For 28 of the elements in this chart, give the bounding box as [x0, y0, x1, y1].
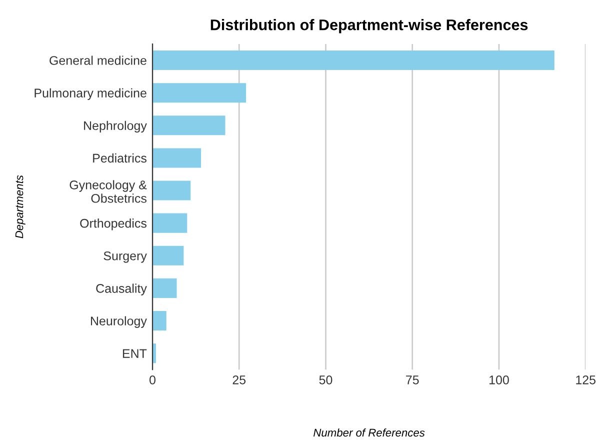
bar [152, 213, 188, 233]
x-tick-label: 0 [150, 375, 156, 384]
y-tick-label: Gynecology & Obstetrics [70, 180, 147, 203]
y-tick-label: Nephrology [84, 120, 147, 133]
y-axis-title: Departments [15, 175, 26, 238]
bar [152, 278, 177, 298]
bar [152, 148, 202, 168]
y-tick-label: Surgery [104, 251, 147, 263]
x-tick-label: 125 [576, 375, 596, 384]
y-tick-label: Orthopedics [80, 218, 146, 230]
bar [152, 50, 554, 70]
x-tick-label: 100 [490, 375, 509, 384]
bar [152, 310, 166, 331]
x-tick-label: 50 [319, 375, 332, 384]
x-tick-label: 75 [406, 376, 419, 384]
y-tick-label: Pediatrics [93, 153, 146, 163]
x-tick-label: 25 [232, 375, 246, 384]
bar [152, 83, 246, 103]
y-tick-label: Pulmonary medicine [34, 88, 146, 100]
y-tick-label: General medicine [50, 56, 146, 65]
chart-title: Distribution of Department-wise References [210, 19, 528, 34]
y-tick-label: ENT [122, 349, 147, 358]
y-tick-label: Neurology [90, 316, 147, 328]
x-axis-title: Number of References [314, 428, 425, 437]
y-tick-label: Causality [96, 284, 147, 296]
bar [152, 180, 191, 200]
bar [152, 246, 184, 266]
bar [152, 116, 226, 136]
